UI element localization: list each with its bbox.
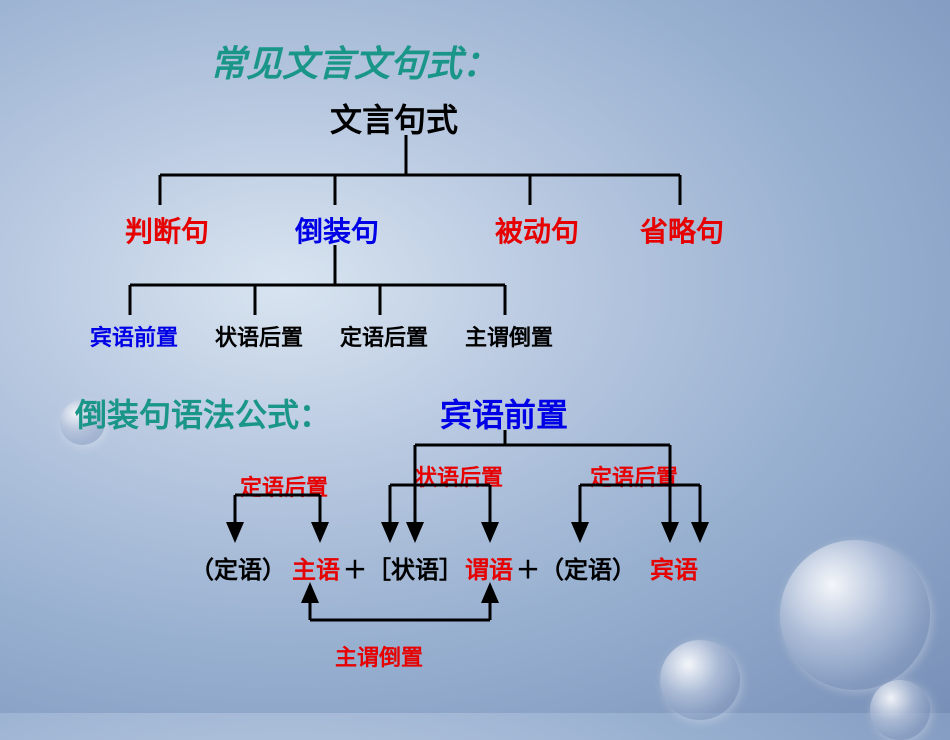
bg-bubble: [780, 540, 930, 690]
tree-root: 文言句式: [330, 95, 458, 141]
formula-part-4: ＋（定语）: [516, 550, 636, 585]
annotation-0: 定语后置: [240, 470, 328, 502]
bg-bubble: [870, 680, 930, 740]
formula-part-1: 主语: [292, 550, 340, 585]
formula-part-5: 宾语: [650, 550, 698, 585]
level2-node-0: 宾语前置: [90, 320, 178, 352]
formula-part-2: ＋［状语］: [343, 550, 463, 585]
bottom-annotation: 主谓倒置: [335, 640, 423, 672]
annotation-1: 状语后置: [415, 460, 503, 492]
level1-node-0: 判断句: [125, 210, 209, 250]
formula-part-0: （定语）: [190, 550, 286, 585]
level2-node-3: 主谓倒置: [465, 320, 553, 352]
formula-label: 倒装句语法公式：: [75, 390, 331, 436]
formula-title: 宾语前置: [440, 390, 568, 436]
level2-node-1: 状语后置: [215, 320, 303, 352]
formula-part-3: 谓语: [465, 550, 513, 585]
level1-node-2: 被动句: [495, 210, 579, 250]
level2-node-2: 定语后置: [340, 320, 428, 352]
level1-node-1: 倒装句: [295, 210, 379, 250]
level1-node-3: 省略句: [640, 210, 724, 250]
slide-title: 常见文言文句式：: [210, 35, 498, 87]
bg-bubble: [660, 640, 740, 720]
annotation-2: 定语后置: [590, 460, 678, 492]
